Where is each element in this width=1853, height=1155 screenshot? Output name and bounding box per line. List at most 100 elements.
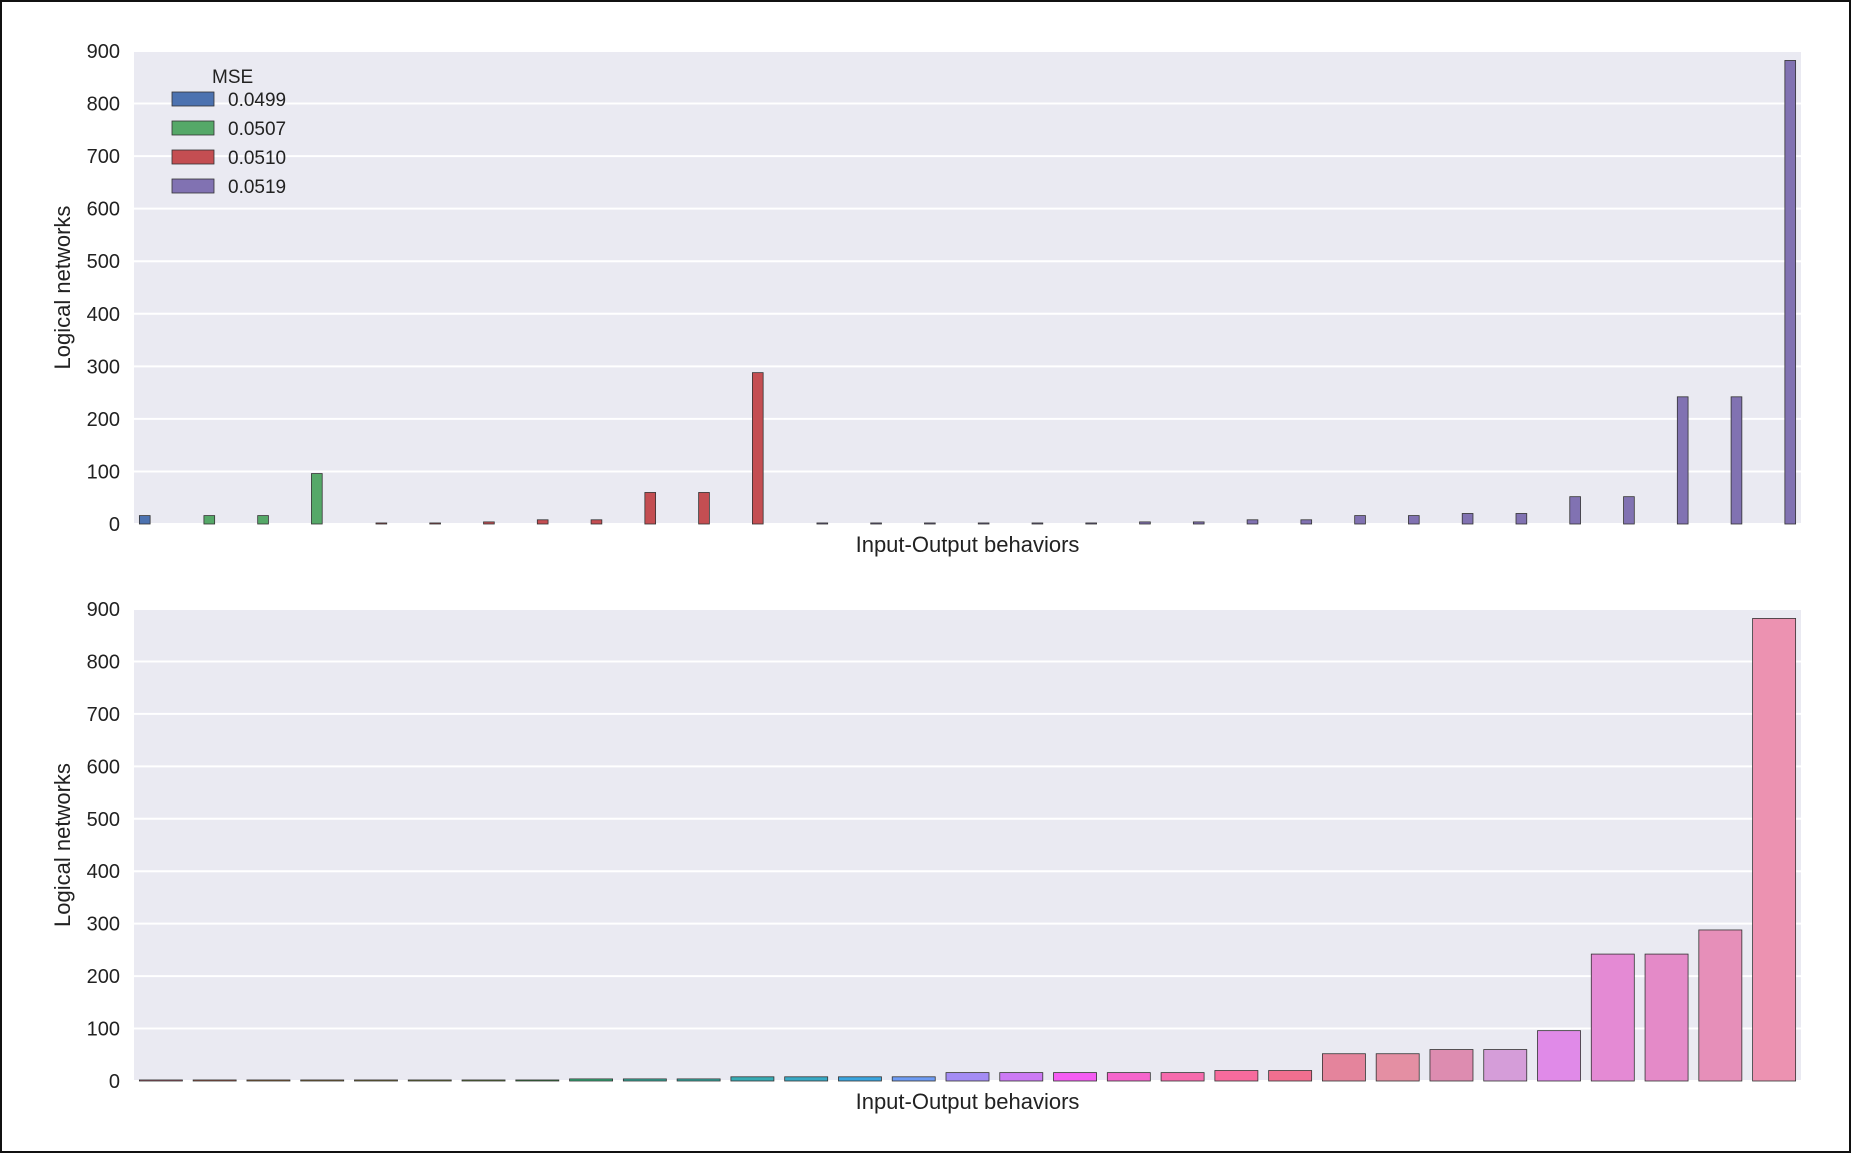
bar-22 (1322, 1053, 1366, 1082)
legend-swatch (171, 178, 215, 194)
bar-0.0519-19 (1192, 521, 1205, 525)
plot-background (134, 51, 1801, 524)
chart-panel-2: 0 100 200 300 400 500 600 700 800 900 Input-Output… (50, 599, 1801, 1114)
bar-24 (1429, 1049, 1474, 1082)
y-tick-label: 800 (87, 651, 120, 673)
bar-0.0519-15 (977, 522, 990, 525)
bar-0.0519-24 (1461, 513, 1474, 525)
bar-28 (1644, 953, 1689, 1082)
bar-8 (569, 1078, 613, 1082)
y-tick-label: 400 (87, 304, 120, 326)
x-axis-label: Input-Output behaviors (856, 532, 1080, 557)
bar-23 (1375, 1053, 1420, 1082)
legend-entry: 0.0519 (228, 177, 286, 198)
bar-12 (784, 1076, 829, 1082)
bar-0.0519-17 (1085, 522, 1097, 525)
bar-0.0510-10 (698, 492, 710, 525)
bar-0.0519-12 (816, 522, 829, 525)
legend-entry: 0.0510 (228, 148, 286, 169)
bar-0 (138, 1079, 183, 1082)
bar-9 (622, 1078, 667, 1082)
y-tick-label: 0 (109, 1071, 120, 1093)
bar-0.0507-2 (257, 515, 269, 525)
legend-swatch (171, 149, 215, 165)
bar-20 (1214, 1070, 1259, 1082)
bar-0.0510-6 (483, 521, 495, 525)
bar-16 (999, 1072, 1044, 1082)
y-tick-label: 500 (87, 809, 120, 831)
bar-11 (730, 1076, 775, 1082)
bar-0.0519-28 (1676, 396, 1689, 525)
bar-0.0510-4 (375, 522, 388, 525)
bar-29 (1698, 929, 1743, 1082)
bar-13 (838, 1076, 882, 1082)
bar-0.0510-9 (644, 492, 657, 525)
y-tick-label: 600 (87, 199, 120, 221)
bar-0.0519-18 (1139, 521, 1151, 525)
y-axis-label: Logical networks (50, 763, 75, 927)
bar-0.0510-7 (536, 519, 549, 525)
bar-26 (1537, 1030, 1581, 1082)
y-tick-label: 600 (87, 756, 120, 778)
bar-2 (246, 1079, 291, 1082)
y-tick-label: 700 (87, 146, 120, 168)
bar-0.0519-29 (1730, 396, 1743, 525)
legend-entry: 0.0507 (228, 119, 286, 140)
bar-0.0499-0 (138, 515, 151, 525)
bar-0.0519-23 (1408, 515, 1420, 525)
y-tick-label: 800 (87, 94, 120, 116)
y-tick-label: 500 (87, 251, 120, 273)
legend-swatch (171, 120, 215, 136)
plot-background (134, 609, 1801, 1081)
y-tick-label: 200 (87, 966, 120, 988)
legend-title: MSE (212, 67, 253, 88)
bar-1 (192, 1079, 237, 1082)
bar-6 (461, 1079, 506, 1082)
y-tick-label: 100 (87, 461, 120, 483)
y-tick-label: 0 (109, 514, 120, 536)
legend-swatch (171, 91, 215, 107)
x-axis-label: Input-Output behaviors (856, 1089, 1080, 1114)
bar-0.0519-30 (1784, 60, 1797, 525)
bar-27 (1590, 953, 1635, 1082)
bar-19 (1160, 1072, 1205, 1082)
bar-25 (1483, 1049, 1528, 1082)
y-tick-label: 300 (87, 914, 120, 936)
bar-21 (1268, 1070, 1313, 1082)
bar-0.0519-20 (1246, 519, 1259, 525)
bar-30 (1752, 618, 1797, 1082)
bar-0.0519-25 (1515, 513, 1528, 525)
bar-0.0519-21 (1300, 519, 1313, 525)
y-tick-label: 900 (87, 599, 120, 621)
y-axis-label: Logical networks (50, 206, 75, 370)
bar-0.0507-1 (203, 515, 216, 525)
bar-4 (354, 1079, 398, 1082)
bar-0.0519-14 (924, 522, 936, 525)
bar-0.0510-11 (752, 372, 764, 525)
y-tick-label: 300 (87, 356, 120, 378)
y-tick-label: 200 (87, 409, 120, 431)
bar-0.0519-26 (1569, 496, 1581, 525)
bar-14 (891, 1076, 936, 1082)
bar-5 (407, 1079, 452, 1082)
bar-0.0507-3 (311, 473, 323, 525)
y-tick-label: 900 (87, 41, 120, 63)
legend-entry: 0.0499 (228, 90, 286, 111)
bar-3 (300, 1079, 345, 1082)
bar-0.0510-5 (429, 522, 441, 525)
y-tick-label: 700 (87, 704, 120, 726)
bar-18 (1106, 1072, 1151, 1082)
bar-15 (945, 1072, 990, 1082)
bar-0.0510-8 (590, 519, 603, 525)
bar-7 (515, 1079, 560, 1082)
bar-17 (1053, 1072, 1097, 1082)
bar-0.0519-27 (1623, 496, 1635, 525)
bar-0.0519-22 (1354, 515, 1366, 525)
bar-0.0519-13 (870, 522, 882, 525)
y-tick-label: 100 (87, 1019, 120, 1041)
bar-0.0519-16 (1031, 522, 1044, 525)
bar-10 (676, 1078, 721, 1082)
